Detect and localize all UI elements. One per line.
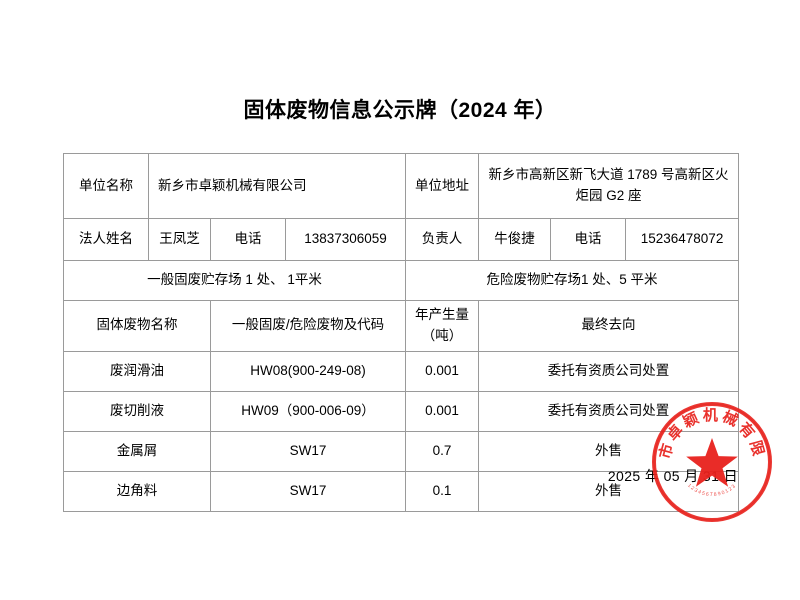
table-row: 废切削液 HW09（900-006-09） 0.001 委托有资质公司处置 [63, 390, 740, 432]
page-title: 固体废物信息公示牌（2024 年） [243, 99, 557, 122]
table-row-waste-header: 固体废物名称 一般固废/危险废物及代码 年产生量（吨） 最终去向 [63, 300, 740, 352]
label-company-name: 单位名称 [63, 153, 149, 219]
value-company-address: 新乡市高新区新飞大道 1789 号高新区火炬园 G2 座 [478, 153, 740, 219]
label-legal-person-phone: 电话 [210, 218, 286, 261]
table-row-persons: 法人姓名 王凤芝 电话 13837306059 负责人 牛俊捷 电话 15236… [63, 218, 740, 261]
cell-waste-code: SW17 [209, 430, 407, 472]
table-row: 废润滑油 HW08(900-249-08) 0.001 委托有资质公司处置 [63, 350, 740, 392]
cell-waste-name: 废切削液 [63, 390, 211, 432]
header-waste-destination: 最终去向 [478, 300, 740, 352]
solid-waste-info-table: 单位名称 新乡市卓颖机械有限公司 单位地址 新乡市高新区新飞大道 1789 号高… [62, 153, 740, 512]
value-manager: 牛俊捷 [478, 218, 552, 261]
cell-waste-destination: 委托有资质公司处置 [478, 350, 740, 392]
label-legal-person: 法人姓名 [63, 218, 149, 261]
table-row-storage-yards: 一般固废贮存场 1 处、 1平米 危险废物贮存场1 处、5 平米 [62, 260, 740, 301]
value-legal-person: 王凤芝 [148, 218, 211, 261]
value-hazardous-waste-yard: 危险废物贮存场1 处、5 平米 [405, 260, 740, 301]
label-company-address: 单位地址 [405, 153, 480, 219]
cell-waste-amount: 0.001 [405, 390, 480, 432]
label-manager-phone: 电话 [550, 218, 627, 261]
cell-waste-amount: 0.1 [405, 470, 480, 512]
value-company-name: 新乡市卓颖机械有限公司 [147, 153, 407, 219]
label-manager: 负责人 [405, 218, 480, 261]
value-general-waste-yard: 一般固废贮存场 1 处、 1平米 [62, 260, 407, 301]
signature-date: 2025 年 05 月 31 日 [607, 468, 738, 484]
table-row-company: 单位名称 新乡市卓颖机械有限公司 单位地址 新乡市高新区新飞大道 1789 号高… [63, 153, 740, 219]
header-waste-name: 固体废物名称 [63, 300, 211, 352]
cell-waste-amount: 0.001 [405, 350, 480, 392]
value-manager-phone: 15236478072 [625, 218, 740, 261]
cell-waste-name: 金属屑 [63, 430, 211, 472]
header-waste-amount: 年产生量（吨） [405, 300, 480, 352]
cell-waste-destination: 委托有资质公司处置 [478, 390, 740, 432]
cell-waste-name: 废润滑油 [63, 350, 211, 392]
cell-waste-code: SW17 [209, 470, 407, 512]
value-legal-person-phone: 13837306059 [284, 218, 407, 261]
cell-waste-code: HW08(900-249-08) [209, 350, 407, 392]
cell-waste-code: HW09（900-006-09） [209, 390, 407, 432]
header-waste-code: 一般固废/危险废物及代码 [209, 300, 407, 352]
